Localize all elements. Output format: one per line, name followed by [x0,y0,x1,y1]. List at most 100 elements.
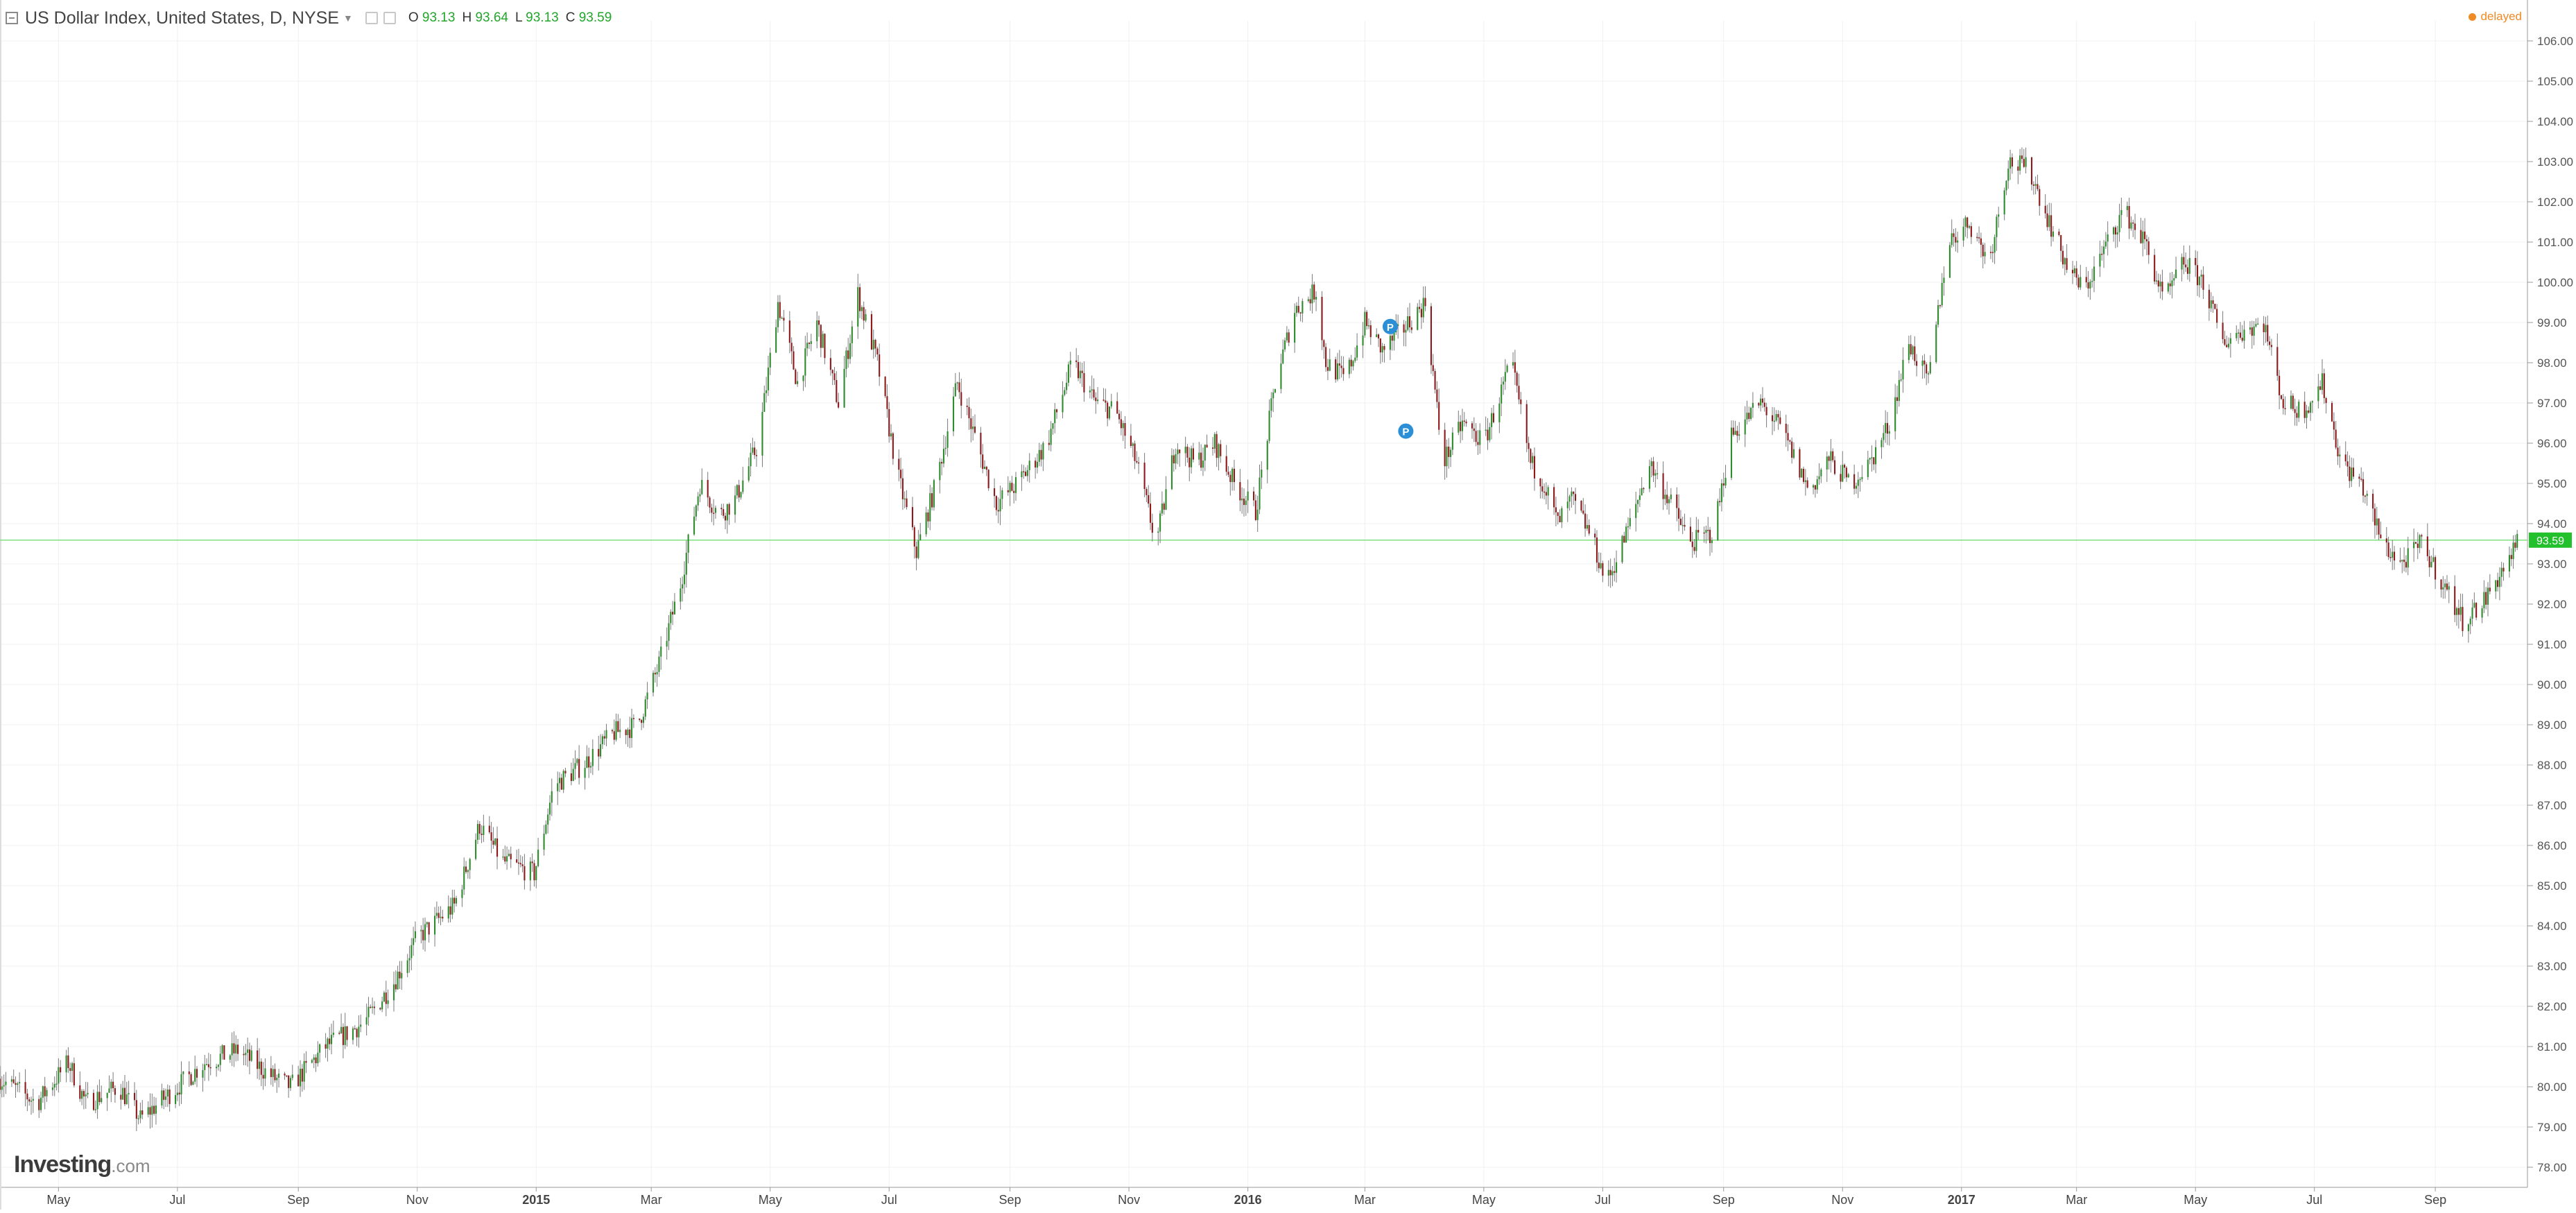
candle-up [816,320,818,341]
candle-down [888,408,890,437]
candle-down [1383,346,1385,350]
candle-down [2185,264,2187,268]
candle-down [2325,397,2327,404]
candle-down [1188,457,1191,467]
candle-up [761,411,763,456]
candle-up [693,516,695,535]
candle-up [1912,346,1914,355]
candle-up [1052,423,1054,429]
candle-up [2455,608,2458,615]
candle-up [666,641,668,647]
candle-up [2227,343,2230,347]
symbol-title[interactable]: US Dollar Index, United States, D, NYSE [25,8,339,28]
candle-down [1840,474,1842,482]
candle-down [1980,238,1982,245]
candle-up [843,368,845,408]
candle-down [2239,332,2241,338]
candle-up [1894,397,1896,431]
candle-down [707,480,709,498]
candle-up [2392,551,2394,558]
candle-up [1657,473,1659,474]
status-dot-icon [2469,12,2477,21]
candle-up [2229,338,2231,344]
candle-down [1206,445,1208,448]
candle-down [1377,334,1380,338]
candle-up [1274,388,1277,393]
candle-up [1943,277,1945,283]
candle-up [668,623,670,642]
y-tick-label: 94.00 [2537,517,2567,531]
candle-down [2378,518,2380,535]
candle-up [701,480,703,494]
candle-down [2446,583,2448,590]
candle-up [601,736,603,745]
candle-up [289,1078,292,1088]
candle-up [944,447,946,449]
candle-up [1962,226,1964,241]
candle-up [2142,231,2144,243]
candle-up [1422,298,1424,318]
candle-down [1787,433,1789,441]
candle-up [46,1090,48,1096]
candle-up [506,856,508,862]
candle-down [1391,335,1393,341]
candle-up [1165,489,1167,510]
candle-up [2413,542,2415,549]
candle-up [2419,535,2421,549]
settings-toggle-icon[interactable] [365,12,378,24]
chevron-down-icon[interactable]: ▼ [343,12,353,24]
candle-up [2238,332,2240,334]
candle-up [420,929,422,931]
candle-up [763,393,766,412]
candle-down [1095,397,1097,402]
candle-up [2188,258,2190,274]
candle-up [1998,214,2000,217]
candle-up [2019,155,2021,171]
candle-down [1582,510,1584,514]
y-tick-label: 100.00 [2537,276,2573,289]
candle-down [755,455,758,456]
candle-down [1116,401,1118,414]
collapse-toggle-icon[interactable] [6,12,18,24]
candle-up [1091,389,1093,391]
candle-up [1311,284,1313,304]
candle-up [1504,372,1506,382]
candle-down [1007,490,1009,492]
candle-down [1192,448,1194,460]
y-tick-label: 83.00 [2537,960,2567,973]
x-tick-label: Sep [2424,1193,2446,1207]
candle-up [2471,607,2473,619]
candle-up [972,426,974,429]
close-series-icon[interactable] [383,12,396,24]
candle-up [1256,509,1259,520]
candle-up [1389,335,1391,350]
candle-down [1732,427,1734,435]
candle-up [1261,470,1263,478]
candle-down [639,719,641,721]
y-tick-label: 82.00 [2537,1000,2567,1013]
candle-up [2430,562,2432,567]
candle-up [658,656,660,672]
candle-down [453,897,456,904]
candle-down [325,1044,327,1049]
candle-down [1340,365,1342,368]
candle-down [1225,456,1227,472]
candle-down [672,612,674,615]
candle-down [2502,567,2505,571]
candle-down [1916,361,1918,366]
candle-down [1594,533,1596,537]
candle-down [779,302,781,318]
candle-up [2483,592,2485,609]
candle-down [236,1044,239,1054]
candle-up [1760,398,1762,406]
candle-up [1888,431,1890,434]
y-tick-label: 84.00 [2537,920,2567,933]
candle-up [2407,548,2409,568]
candle-up [1600,563,1602,569]
candle-down [12,1079,15,1083]
candle-up [1711,540,1713,544]
y-tick-label: 105.00 [2537,75,2573,88]
candle-up [1356,345,1358,358]
